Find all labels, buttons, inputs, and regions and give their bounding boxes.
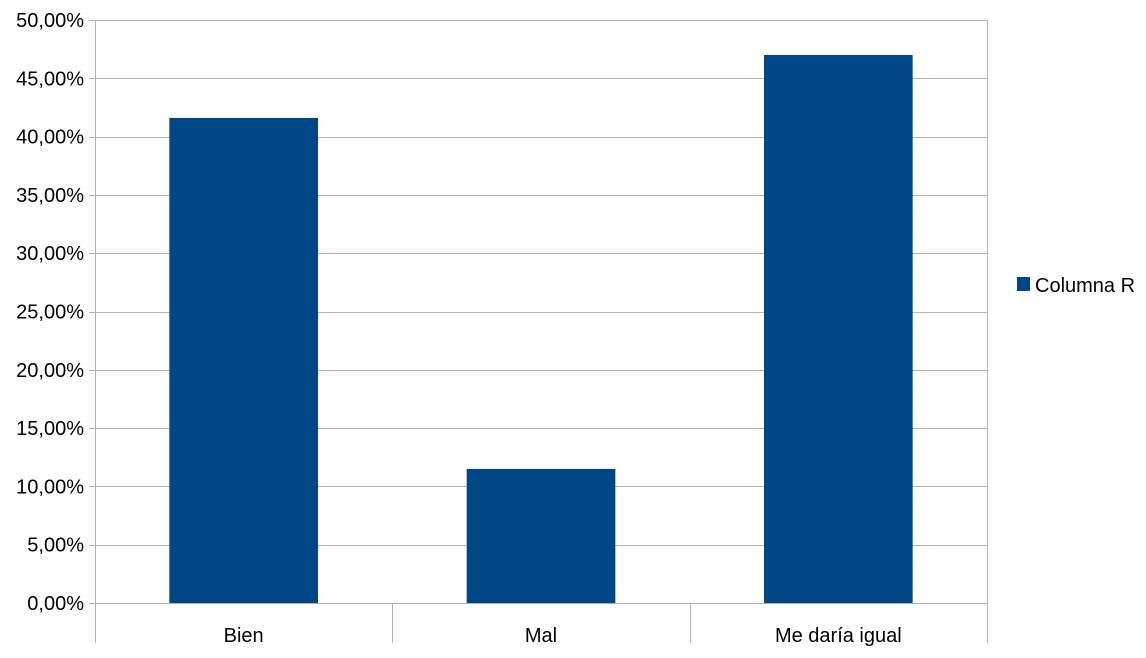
legend-swatch [1017,277,1030,291]
y-tick-label: 40,00% [16,127,84,149]
axes [89,20,988,643]
y-tick-label: 50,00% [16,10,84,32]
x-tick-label: Mal [525,625,557,647]
y-tick-label: 30,00% [16,243,84,265]
legend: Columna R [1017,275,1135,297]
legend-label: Columna R [1035,275,1135,297]
y-tick-label: 15,00% [16,418,84,440]
x-tick-label: Bien [224,625,264,647]
y-tick-label: 35,00% [16,185,84,207]
x-tick-label: Me daría igual [775,625,902,647]
y-tick-label: 0,00% [27,593,84,615]
y-tick-label: 10,00% [16,476,84,498]
y-tick-label: 5,00% [27,535,84,557]
bar [169,117,318,603]
bar [764,54,913,604]
bar [466,468,616,603]
y-tick-label: 45,00% [16,68,84,90]
y-tick-label: 25,00% [16,302,84,324]
x-tick-labels: Bien Mal Me daría igual [224,625,902,647]
bars [169,54,913,604]
y-tick-label: 20,00% [16,360,84,382]
y-tick-labels: 0,00% 5,00% 10,00% 15,00% 20,00% 25,00% 30,00%… [16,10,84,615]
